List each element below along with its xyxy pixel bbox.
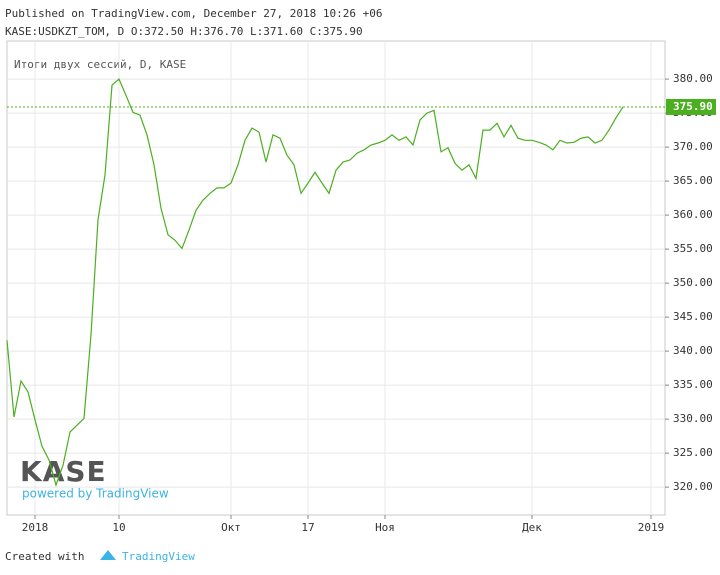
x-tick-label: 10 xyxy=(112,521,125,534)
price-line xyxy=(6,78,624,488)
footer-logo xyxy=(100,550,116,560)
footer-created: Created with xyxy=(5,550,84,563)
x-tick-label: Ноя xyxy=(375,521,395,534)
y-tick-label: 330.00 xyxy=(673,412,713,425)
y-tick-label: 365.00 xyxy=(673,174,713,187)
y-tick-label: 325.00 xyxy=(673,446,713,459)
y-tick-label: 345.00 xyxy=(673,310,713,323)
y-tick-label: 360.00 xyxy=(673,208,713,221)
x-tick-label: Дек xyxy=(522,521,542,534)
y-tick-label: 335.00 xyxy=(673,378,713,391)
plot-frame xyxy=(6,40,666,516)
watermark-powered: powered by TradingView xyxy=(22,487,169,501)
y-tick-label: 340.00 xyxy=(673,344,713,357)
x-tick-label: 2019 xyxy=(638,521,665,534)
footer-brand: TradingView xyxy=(122,550,195,563)
symbol-line: KASE:USDKZT_TOM, D O:372.50 H:376.70 L:3… xyxy=(5,25,363,38)
y-tick-label: 380.00 xyxy=(673,72,713,85)
published-line: Published on TradingView.com, December 2… xyxy=(5,7,383,20)
y-tick-label: 350.00 xyxy=(673,276,713,289)
legend-title: Итоги двух сессий, D, KASE xyxy=(14,58,186,71)
watermark-logo: KASE xyxy=(20,455,107,488)
y-tick-label: 370.00 xyxy=(673,140,713,153)
last-price-label: 375.90 xyxy=(673,100,713,113)
x-tick-label: 17 xyxy=(301,521,314,534)
x-tick-label: Окт xyxy=(221,521,241,534)
x-tick-label: 2018 xyxy=(22,521,49,534)
y-tick-label: 355.00 xyxy=(673,242,713,255)
last-price-box xyxy=(666,98,716,115)
y-tick-label: 320.00 xyxy=(673,480,713,493)
